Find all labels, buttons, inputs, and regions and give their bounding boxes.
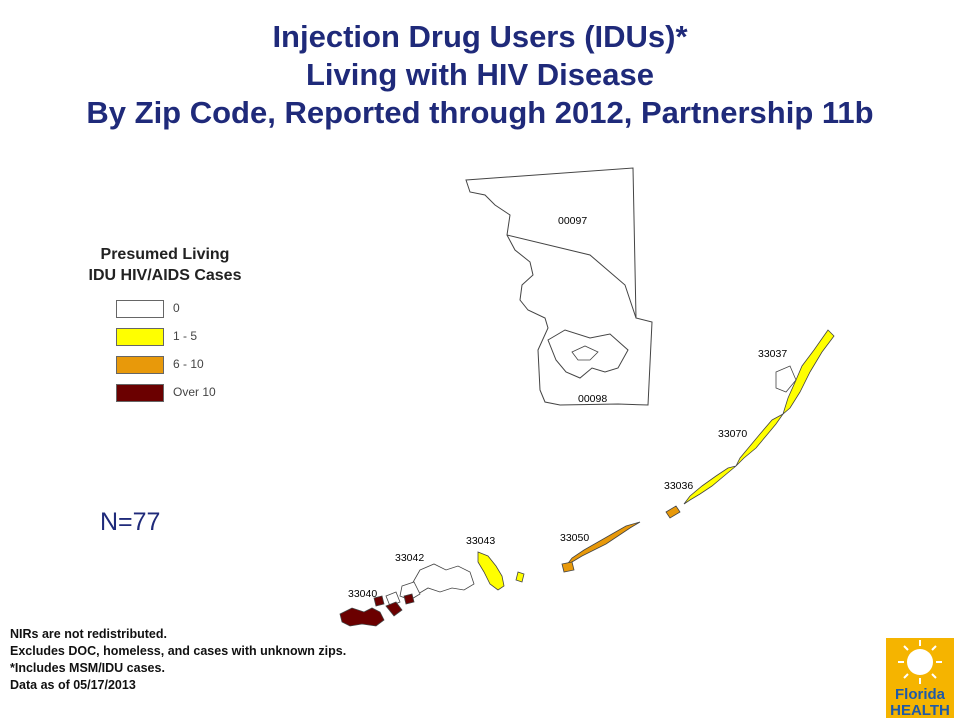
title-line-3: By Zip Code, Reported through 2012, Part… xyxy=(86,95,874,130)
legend-label: Over 10 xyxy=(173,385,216,399)
footnote-4: Data as of 05/17/2013 xyxy=(10,678,136,692)
footnote-3: *Includes MSM/IDU cases. xyxy=(10,661,165,675)
footnotes: NIRs are not redistributed. Excludes DOC… xyxy=(10,626,346,694)
zip-region-33070 xyxy=(735,413,784,467)
legend-swatch xyxy=(116,384,164,402)
zip-region-33040-d xyxy=(373,595,385,607)
legend-swatch xyxy=(116,300,164,318)
legend-swatch xyxy=(116,328,164,346)
zip-region-33050-key xyxy=(561,561,575,573)
zip-region-33050 xyxy=(565,521,641,567)
sun-rays-icon xyxy=(898,640,942,684)
zip-label-00097: 00097 xyxy=(558,215,587,227)
zip-region-33040-c xyxy=(403,593,415,605)
zip-label-33050: 33050 xyxy=(560,532,589,544)
legend-title-line-2: IDU HIV/AIDS Cases xyxy=(88,267,242,284)
legend-label: 6 - 10 xyxy=(173,357,204,371)
zip-region-33043-east xyxy=(515,571,525,583)
zip-region-00098-coast xyxy=(571,345,599,361)
zip-region-33036 xyxy=(683,465,737,505)
zip-region-33042 xyxy=(411,563,475,595)
title-line-1: Injection Drug Users (IDUs)* xyxy=(272,19,688,54)
legend-swatch xyxy=(116,356,164,374)
title-line-2: Living with HIV Disease xyxy=(306,57,654,92)
logo-text-health: HEALTH xyxy=(890,702,950,719)
zip-label-33070: 33070 xyxy=(718,428,747,440)
zip-region-33036-orange xyxy=(665,505,681,519)
zip-region-33040-b xyxy=(385,601,403,617)
footnote-1: NIRs are not redistributed. xyxy=(10,627,167,641)
zip-region-33037 xyxy=(782,329,835,416)
sun-icon xyxy=(907,649,933,675)
zip-region-33037-island xyxy=(775,365,797,393)
legend-title: Presumed Living IDU HIV/AIDS Cases xyxy=(40,244,290,286)
map-title: Injection Drug Users (IDUs)* Living with… xyxy=(0,18,960,132)
legend-label: 1 - 5 xyxy=(173,329,198,343)
legend-title-line-1: Presumed Living xyxy=(100,246,230,263)
footnote-2: Excludes DOC, homeless, and cases with u… xyxy=(10,644,347,658)
logo-text-florida: Florida xyxy=(895,686,946,703)
legend-label: 0 xyxy=(173,301,180,315)
zip-label-33036: 33036 xyxy=(664,480,693,492)
zip-region-33040 xyxy=(339,607,385,627)
zip-label-33037: 33037 xyxy=(758,348,787,360)
florida-health-logo: Florida HEALTH xyxy=(886,638,954,719)
zip-label-33043: 33043 xyxy=(466,535,495,547)
zip-region-33043 xyxy=(477,551,505,591)
zip-label-33040: 33040 xyxy=(348,588,377,600)
zip-label-33042: 33042 xyxy=(395,552,424,564)
zip-boundary xyxy=(506,234,637,319)
case-count: N=77 xyxy=(100,508,161,536)
zip-label-00098: 00098 xyxy=(578,393,607,405)
zip-region-00097 xyxy=(465,167,653,406)
